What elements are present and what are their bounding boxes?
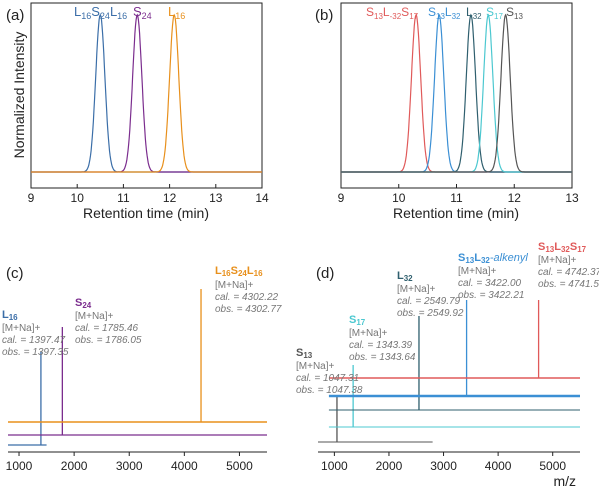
- annotation-d-L32: L32 [M+Na]+ cal. = 2549.79 obs. = 2549.9…: [397, 270, 464, 319]
- x-tick-label: 9: [28, 191, 35, 205]
- x-tick-label: 3000: [116, 459, 143, 473]
- annotation-d-L32-obs: obs. = 2549.92: [397, 308, 464, 319]
- annotation-c-L16S24L16-cal: cal. = 4302.22: [215, 292, 279, 303]
- series-line-S17: [341, 13, 572, 173]
- annotation-c-L16S24L16-ion: [M+Na]+: [215, 280, 254, 291]
- x-tick-label: 1000: [321, 459, 348, 473]
- annotation-d-S13L32-alkenyl-cal: cal. = 3422.00: [458, 278, 522, 289]
- panel-d-spectra: [318, 300, 580, 443]
- panel-c: (c) 1000 2000 3000 4000 5000 L16 [M+Na]+ cal…: [2, 265, 282, 473]
- annotation-c-S24: S24 [M+Na]+ cal. = 1785.46 obs. = 1786.0…: [75, 297, 142, 346]
- panel-c-spectra: [8, 289, 267, 446]
- panel-a: (a) Normalized Intensity Retention time …: [6, 2, 269, 221]
- panel-c-label: (c): [6, 265, 24, 282]
- annotation-c-L16-obs: obs. = 1397.35: [2, 347, 69, 358]
- annotation-d-S13L32S17-name: S13L32S17: [538, 241, 587, 254]
- series-line-S13L-32S17: [341, 13, 572, 173]
- legend-b-S13: S13: [506, 5, 523, 21]
- panel-b-curves: [341, 13, 572, 173]
- annotation-d-S13L32-alkenyl-ion: [M+Na]+: [458, 266, 497, 277]
- panel-a-xlabel: Retention time (min): [83, 205, 209, 221]
- panel-b-label: (b): [315, 7, 333, 24]
- panel-b-frame: [340, 2, 573, 189]
- annotation-c-L16-cal: cal. = 1397.47: [2, 335, 66, 346]
- annotation-c-L16S24L16: L16S24L16 [M+Na]+ cal. = 4302.22 obs. = …: [215, 265, 282, 315]
- annotation-d-L32-ion: [M+Na]+: [397, 284, 436, 295]
- x-tick-label: 4000: [485, 459, 512, 473]
- x-tick-label: 1000: [6, 459, 33, 473]
- x-tick-label: 13: [565, 191, 579, 205]
- legend-a-L16S24L16: L16S24L16: [74, 4, 127, 21]
- annotation-d-S13L32S17: S13L32S17 [M+Na]+ cal. = 4742.37 obs. = …: [538, 241, 599, 290]
- annotation-d-S17: S17 [M+Na]+ cal. = 1343.39 obs. = 1343.6…: [349, 314, 416, 363]
- annotation-d-S17-name: S17: [349, 314, 366, 327]
- annotation-c-S24-obs: obs. = 1786.05: [75, 335, 142, 346]
- series-line-S24: [31, 13, 262, 173]
- annotation-d-S17-obs: obs. = 1343.64: [349, 352, 416, 363]
- series-line-S13: [341, 13, 572, 173]
- annotation-c-L16: L16 [M+Na]+ cal. = 1397.47 obs. = 1397.3…: [2, 309, 69, 358]
- panel-d-ticks: 1000 2000 3000 4000 5000: [321, 452, 566, 473]
- series-line-L16: [31, 13, 262, 173]
- x-tick-label: 11: [450, 191, 463, 205]
- panel-a-ylabel: Normalized Intensity: [11, 32, 27, 159]
- panel-a-ticks: 9 10 11 12 13 14: [28, 184, 269, 205]
- annotation-d-S13L32-alkenyl: S13L32-alkenyl [M+Na]+ cal. = 3422.00 ob…: [458, 252, 528, 301]
- panel-b: (b) Retention time (min) 9 10 11 12 13 S13L-…: [315, 2, 579, 221]
- annotation-c-L16S24L16-obs: obs. = 4302.77: [215, 304, 282, 315]
- annotation-d-S13L32-alkenyl-obs: obs. = 3422.21: [458, 290, 524, 301]
- annotation-c-S24-name: S24: [75, 297, 92, 310]
- annotation-d-L32-name: L32: [397, 270, 413, 283]
- x-tick-label: 10: [71, 191, 85, 205]
- annotation-d-S13: S13 [M+Na]+ cal. = 1047.31 obs. = 1047.3…: [296, 347, 363, 396]
- legend-b-S17: S17: [486, 5, 503, 21]
- x-tick-label: 2000: [61, 459, 88, 473]
- x-tick-label: 12: [163, 191, 177, 205]
- annotation-c-S24-cal: cal. = 1785.46: [75, 323, 139, 334]
- legend-b-S13L-32S17: S13L-32S17: [366, 5, 419, 21]
- panel-d: (d) m/z 1000 2000 3000 4000 5000 S13 [M+Na]+…: [296, 241, 599, 489]
- annotation-d-S13L32S17-obs: obs. = 4741.56: [538, 279, 599, 290]
- annotation-d-L32-cal: cal. = 2549.79: [397, 296, 461, 307]
- annotation-d-S13-name: S13: [296, 347, 313, 360]
- annotation-d-S13-cal: cal. = 1047.31: [296, 373, 359, 384]
- x-tick-label: 5000: [539, 459, 566, 473]
- x-tick-label: 3000: [430, 459, 457, 473]
- x-tick-label: 10: [392, 191, 406, 205]
- panel-a-curves: [31, 13, 262, 173]
- panel-d-xlabel: m/z: [553, 473, 576, 489]
- legend-a-S24: S24: [133, 4, 152, 21]
- annotation-c-L16-name: L16: [2, 309, 18, 322]
- annotation-c-S24-ion: [M+Na]+: [75, 311, 114, 322]
- x-tick-label: 4000: [171, 459, 198, 473]
- series-line-L32: [341, 13, 572, 173]
- annotation-d-S13L32S17-cal: cal. = 4742.37: [538, 267, 599, 278]
- legend-b-L32: L32: [466, 5, 482, 21]
- panel-b-xlabel: Retention time (min): [393, 205, 519, 221]
- x-tick-label: 13: [209, 191, 223, 205]
- series-line-S13L32: [341, 13, 572, 173]
- panel-d-label: (d): [316, 265, 334, 282]
- panel-c-ticks: 1000 2000 3000 4000 5000: [6, 452, 253, 473]
- x-tick-label: 9: [338, 191, 345, 205]
- annotation-c-L16S24L16-name: L16S24L16: [215, 265, 263, 278]
- annotation-d-S13-obs: obs. = 1047.38: [296, 385, 363, 396]
- annotation-d-S13L32-alkenyl-name: S13L32-alkenyl: [458, 252, 528, 265]
- annotation-c-L16-ion: [M+Na]+: [2, 323, 41, 334]
- annotation-d-S17-cal: cal. = 1343.39: [349, 340, 413, 351]
- x-tick-label: 12: [508, 191, 522, 205]
- panel-a-label: (a): [6, 7, 24, 24]
- panel-b-ticks: 9 10 11 12 13: [338, 184, 579, 205]
- annotation-d-S13L32S17-ion: [M+Na]+: [538, 255, 577, 266]
- legend-a-L16: L16: [168, 4, 185, 21]
- panel-a-frame: [30, 2, 263, 189]
- annotation-d-S17-ion: [M+Na]+: [349, 328, 388, 339]
- x-tick-label: 11: [117, 191, 130, 205]
- x-tick-label: 5000: [226, 459, 253, 473]
- x-tick-label: 2000: [376, 459, 403, 473]
- annotation-d-S13-ion: [M+Na]+: [296, 361, 335, 372]
- x-tick-label: 14: [255, 191, 269, 205]
- legend-b-S13L32: S13L32: [428, 5, 461, 21]
